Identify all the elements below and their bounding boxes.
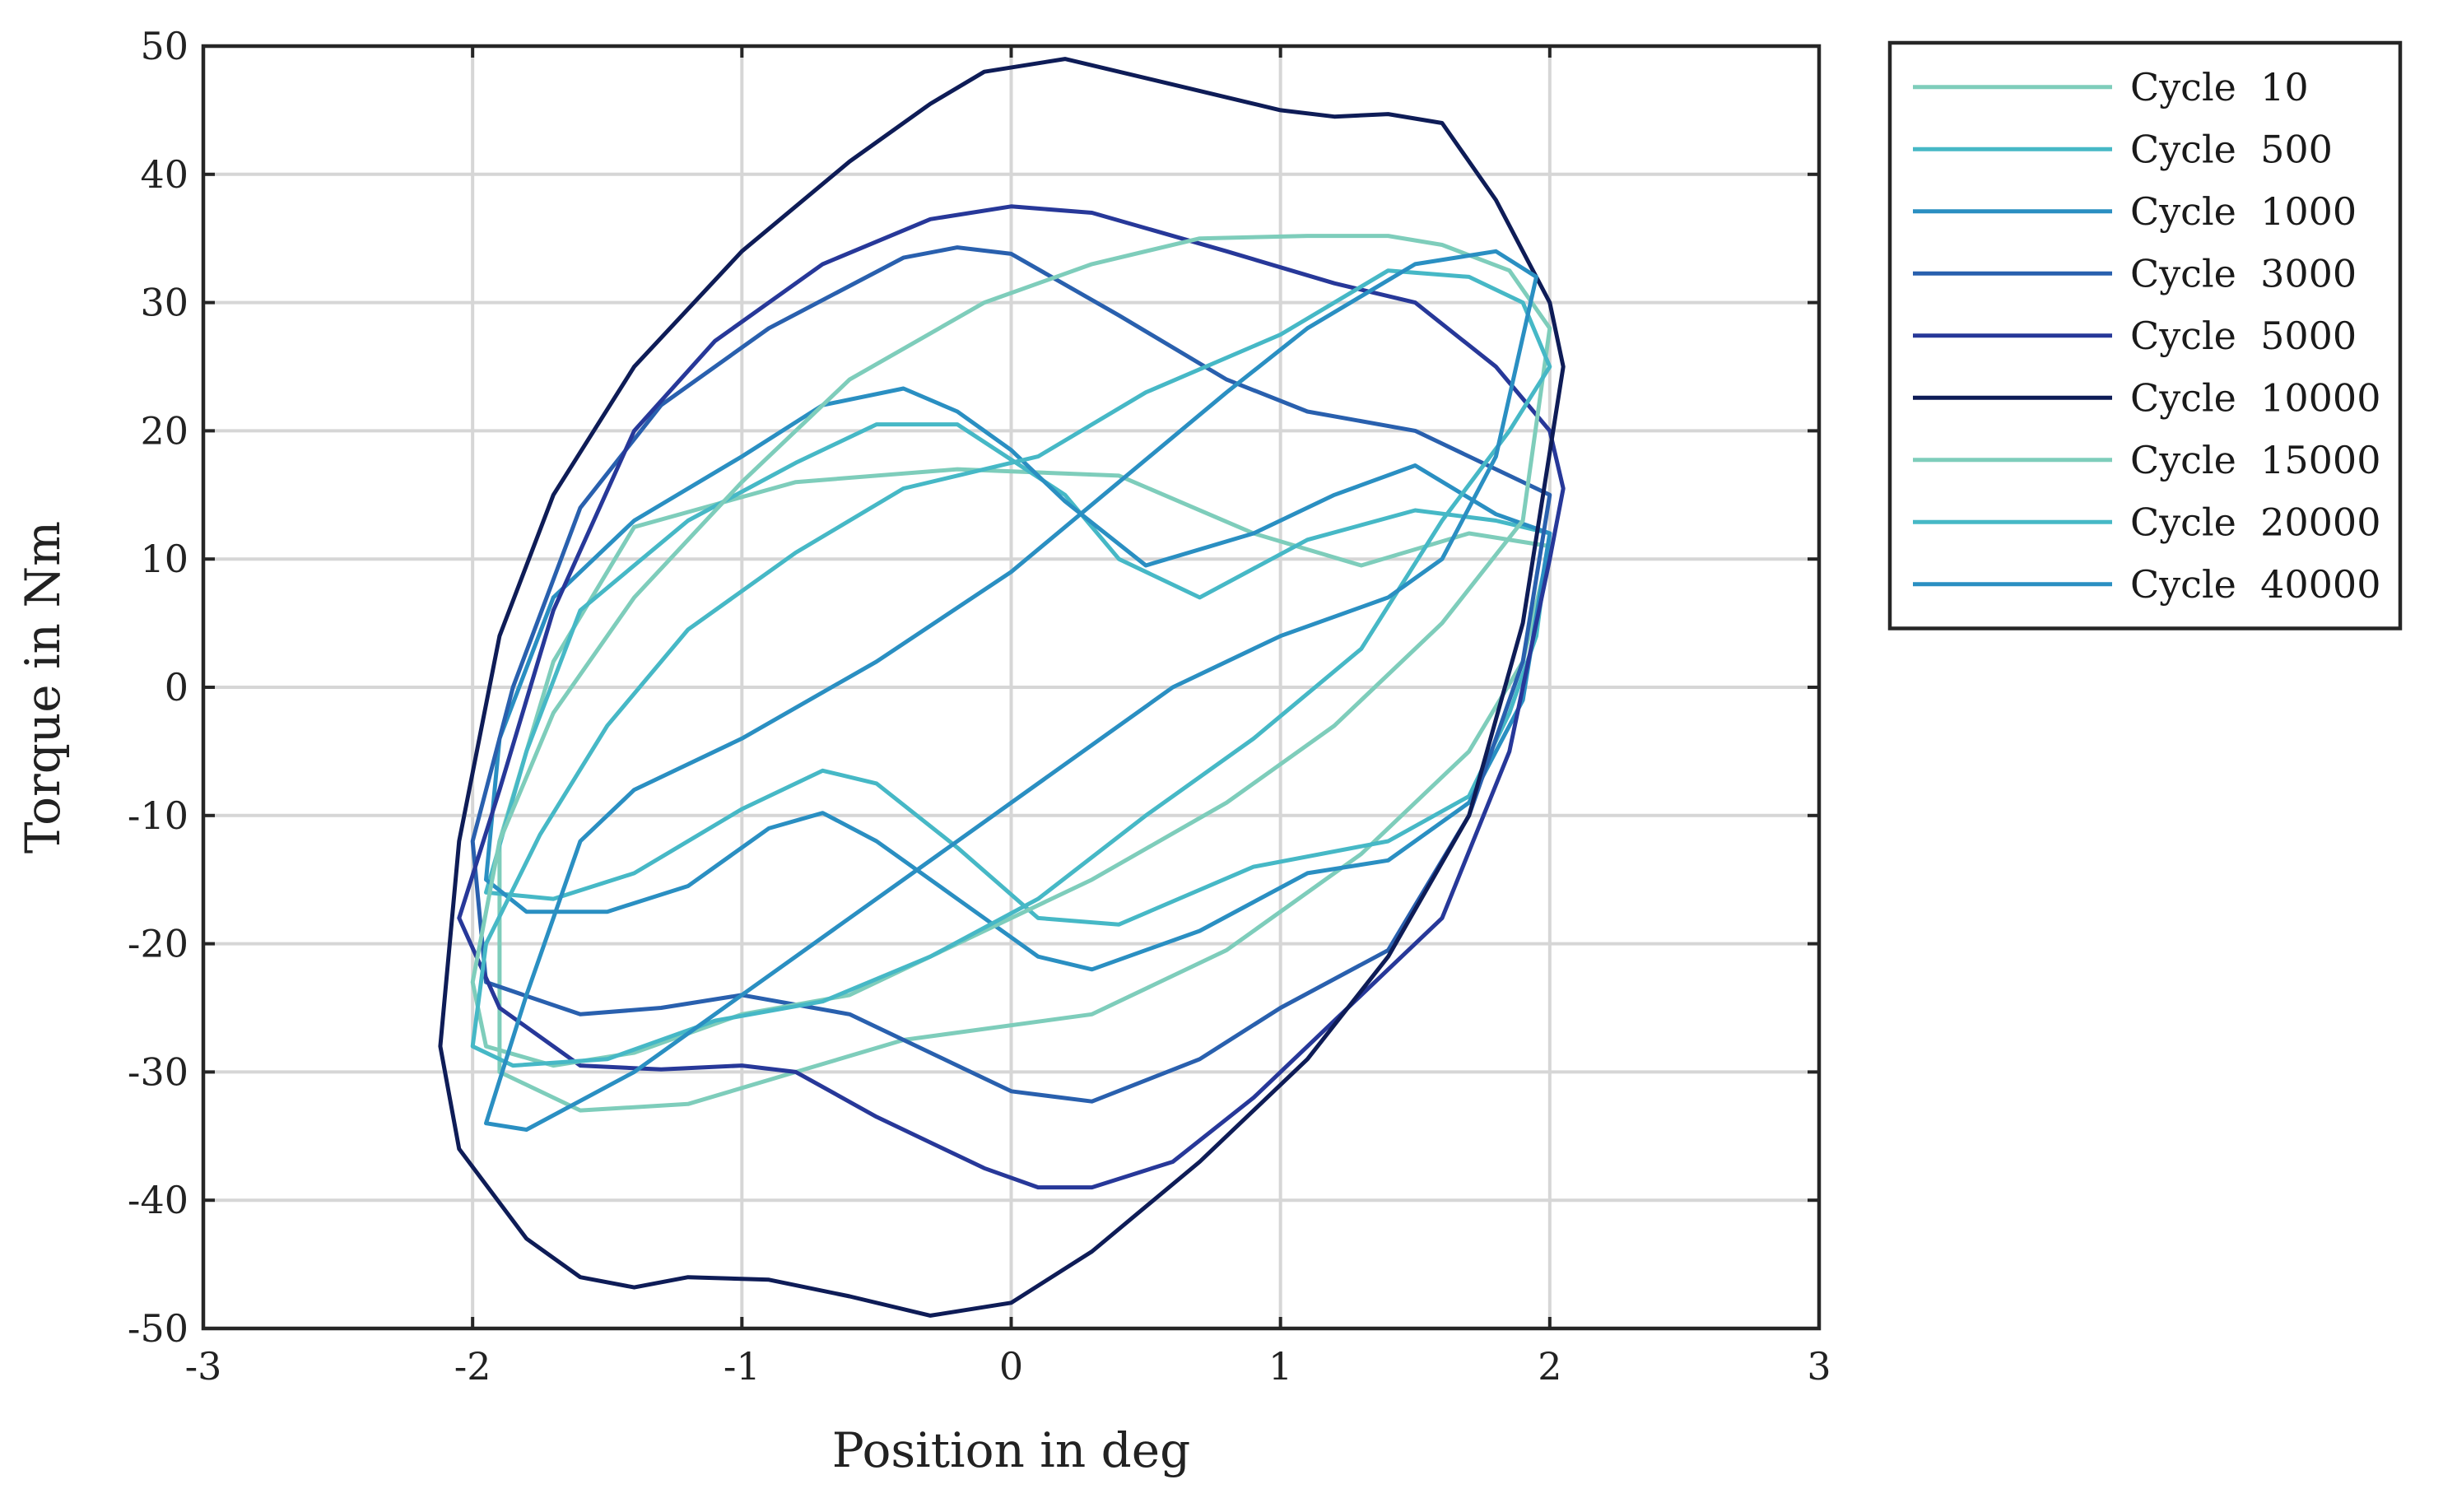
legend-item: Cycle 10 <box>1913 65 2309 109</box>
legend-item: Cycle 3000 <box>1913 251 2357 295</box>
y-tick-label: 20 <box>140 408 188 453</box>
legend: Cycle 10 Cycle 500 Cycle 1000 Cycle 3000 Cyc… <box>1887 40 2403 630</box>
legend-item: Cycle 1000 <box>1913 189 2357 234</box>
y-tick-label: 40 <box>140 152 188 197</box>
series-line-cycle-20000 <box>470 268 1552 1068</box>
series-line-cycle-500 <box>484 422 1552 927</box>
x-tick-label: 3 <box>1807 1344 1831 1389</box>
legend-label: Cycle 1000 <box>2130 189 2357 234</box>
x-tick-label: -3 <box>185 1344 222 1389</box>
axis-ticks <box>202 44 1821 1330</box>
plot-lines <box>438 57 1566 1318</box>
y-tick-label: 30 <box>140 281 188 325</box>
legend-label: Cycle 40000 <box>2130 562 2380 607</box>
legend-label: Cycle 5000 <box>2130 314 2357 358</box>
x-tick-label: 2 <box>1538 1344 1561 1389</box>
legend-item: Cycle 20000 <box>1913 500 2380 544</box>
legend-label: Cycle 15000 <box>2130 438 2380 482</box>
x-tick-label: -2 <box>454 1344 491 1389</box>
series-line-cycle-15000 <box>470 234 1552 1068</box>
legend-label: Cycle 10 <box>2130 65 2309 109</box>
y-tick-label: 10 <box>140 537 188 581</box>
legend-label: Cycle 10000 <box>2130 375 2380 420</box>
y-tick-label: 0 <box>165 665 188 709</box>
y-tick-label: -30 <box>128 1049 188 1094</box>
legend-item: Cycle 10000 <box>1913 375 2380 420</box>
series-line-cycle-10 <box>497 467 1552 1113</box>
legend-item: Cycle 500 <box>1913 127 2333 171</box>
y-tick-label: -10 <box>128 793 188 838</box>
x-tick-labels: -3 -2 -1 0 1 2 3 <box>185 1344 1831 1389</box>
y-tick-label: -50 <box>128 1306 188 1351</box>
legend-item: Cycle 5000 <box>1913 314 2357 358</box>
series-line-cycle-1000 <box>484 386 1552 972</box>
legend-items: Cycle 10 Cycle 500 Cycle 1000 Cycle 3000 Cyc… <box>1913 65 2380 607</box>
y-tick-label: -40 <box>128 1178 188 1222</box>
legend-label: Cycle 3000 <box>2130 251 2357 295</box>
series-line-cycle-40000 <box>484 249 1538 1132</box>
legend-item: Cycle 40000 <box>1913 562 2380 607</box>
x-tick-label: 0 <box>999 1344 1023 1389</box>
legend-label: Cycle 20000 <box>2130 500 2380 544</box>
y-tick-labels: 50 40 30 20 10 0 -10 -20 -30 -40 -50 <box>128 24 188 1351</box>
series-line-cycle-5000 <box>457 204 1566 1190</box>
x-tick-label: -1 <box>724 1344 761 1389</box>
legend-item: Cycle 15000 <box>1913 438 2380 482</box>
series-line-cycle-3000 <box>470 245 1552 1104</box>
y-axis-title: Torque in Nm <box>15 521 71 854</box>
legend-label: Cycle 500 <box>2130 127 2333 171</box>
x-axis-title: Position in deg <box>832 1422 1190 1478</box>
y-tick-label: -20 <box>128 922 188 966</box>
series-line-cycle-10000 <box>438 57 1566 1318</box>
x-tick-label: 1 <box>1268 1344 1292 1389</box>
y-tick-label: 50 <box>140 24 188 68</box>
